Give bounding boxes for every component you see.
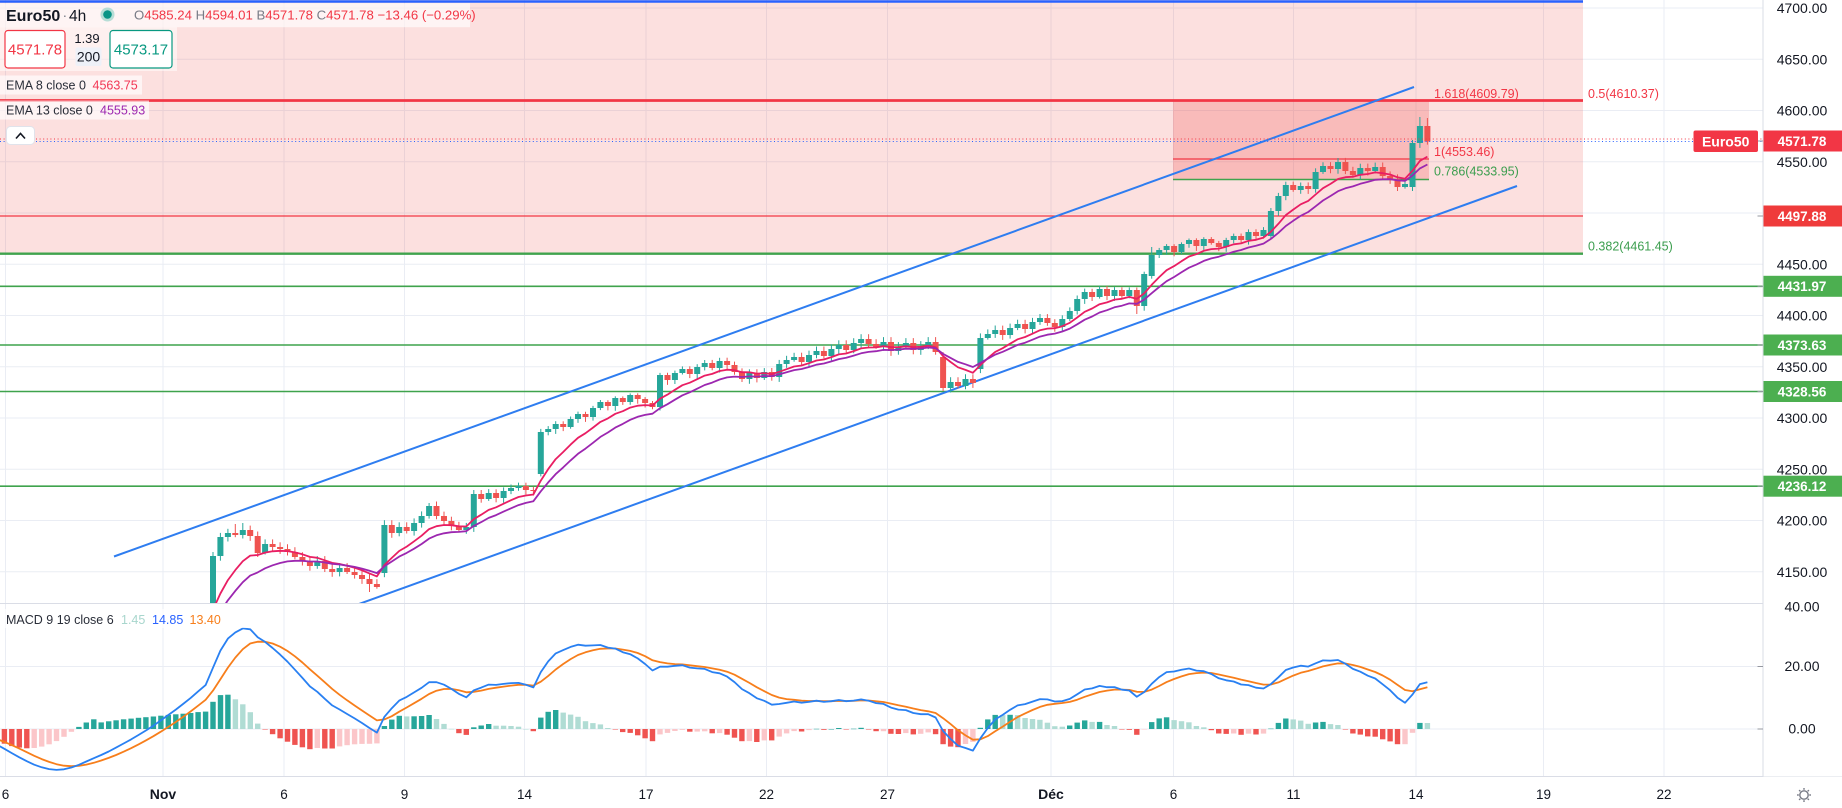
svg-text:4555.93: 4555.93: [100, 104, 145, 118]
svg-text:Nov: Nov: [150, 786, 177, 802]
svg-text:0.382(4461.45): 0.382(4461.45): [1588, 240, 1673, 254]
svg-text:4328.56: 4328.56: [1778, 384, 1827, 399]
svg-text:6: 6: [2, 787, 10, 802]
svg-text:13.40: 13.40: [190, 613, 221, 627]
svg-text:4236.12: 4236.12: [1778, 479, 1827, 494]
svg-text:27: 27: [880, 787, 895, 802]
svg-text:20.00: 20.00: [1784, 658, 1819, 674]
svg-text:4h: 4h: [69, 8, 86, 25]
svg-text:11: 11: [1286, 787, 1300, 802]
svg-text:Euro50: Euro50: [6, 8, 60, 25]
svg-text:1.45: 1.45: [121, 613, 145, 627]
svg-text:EMA 8 close 0: EMA 8 close 0: [6, 79, 86, 93]
svg-text:9: 9: [401, 787, 409, 802]
svg-text:4373.63: 4373.63: [1778, 338, 1827, 353]
svg-text:4700.00: 4700.00: [1777, 0, 1828, 16]
svg-text:4600.00: 4600.00: [1777, 103, 1828, 119]
svg-text:200: 200: [77, 49, 101, 65]
svg-text:0.786(4533.95): 0.786(4533.95): [1434, 165, 1519, 179]
svg-text:0.00: 0.00: [1788, 721, 1815, 737]
svg-text:4250.00: 4250.00: [1777, 461, 1828, 477]
svg-text:1.618(4609.79): 1.618(4609.79): [1434, 87, 1519, 101]
svg-text:22: 22: [1656, 787, 1671, 802]
svg-text:17: 17: [638, 787, 653, 802]
svg-text:14.85: 14.85: [152, 613, 183, 627]
svg-text:4571.78: 4571.78: [8, 42, 62, 59]
svg-text:6: 6: [280, 787, 288, 802]
svg-text:4350.00: 4350.00: [1777, 359, 1828, 375]
svg-text:4200.00: 4200.00: [1777, 513, 1828, 529]
svg-text:·: ·: [63, 7, 68, 23]
svg-text:1(4553.46): 1(4553.46): [1434, 145, 1494, 159]
svg-text:4431.97: 4431.97: [1778, 279, 1827, 294]
svg-text:4563.75: 4563.75: [93, 79, 138, 93]
svg-text:4550.00: 4550.00: [1777, 154, 1828, 170]
svg-text:4573.17: 4573.17: [114, 42, 168, 59]
svg-text:4571.78: 4571.78: [1778, 134, 1827, 149]
svg-text:22: 22: [759, 787, 774, 802]
svg-text:4497.88: 4497.88: [1778, 209, 1827, 224]
svg-text:40.00: 40.00: [1784, 599, 1819, 615]
svg-text:EMA 13 close 0: EMA 13 close 0: [6, 104, 93, 118]
svg-text:MACD 9 19 close 6: MACD 9 19 close 6: [6, 613, 114, 627]
svg-text:1.39: 1.39: [74, 31, 99, 46]
svg-text:4650.00: 4650.00: [1777, 51, 1828, 67]
svg-text:19: 19: [1536, 787, 1551, 802]
svg-text:4400.00: 4400.00: [1777, 308, 1828, 324]
svg-text:6: 6: [1170, 787, 1178, 802]
svg-text:O4585.24 H4594.01 B4571.78 C45: O4585.24 H4594.01 B4571.78 C4571.78 −13.…: [134, 8, 476, 23]
svg-text:4150.00: 4150.00: [1777, 564, 1828, 580]
svg-text:0.5(4610.37): 0.5(4610.37): [1588, 87, 1659, 101]
svg-text:14: 14: [517, 787, 533, 802]
svg-text:14: 14: [1408, 787, 1424, 802]
svg-text:Déc: Déc: [1038, 786, 1064, 802]
svg-text:4450.00: 4450.00: [1777, 256, 1828, 272]
svg-text:4300.00: 4300.00: [1777, 410, 1828, 426]
svg-text:Euro50: Euro50: [1702, 134, 1750, 150]
